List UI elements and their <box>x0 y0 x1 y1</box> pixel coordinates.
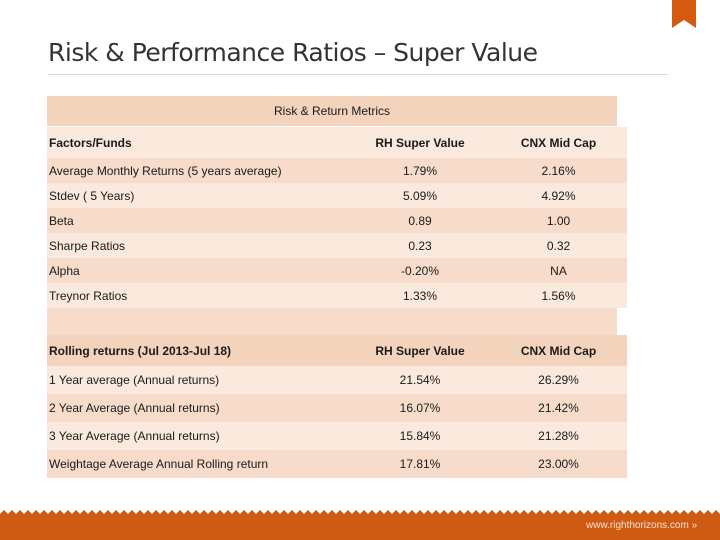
table-cell: -0.20% <box>345 258 495 283</box>
table-cell: 26.29% <box>490 366 627 394</box>
title-rule <box>48 74 668 75</box>
table-cell: 21.28% <box>490 422 627 450</box>
table-cell: NA <box>490 258 627 283</box>
table-cell: 0.89 <box>345 208 495 233</box>
table-cell: Beta <box>47 208 345 233</box>
column-header: CNX Mid Cap <box>490 127 627 158</box>
table-cell: 1.00 <box>490 208 627 233</box>
table-cell: 21.54% <box>345 366 495 394</box>
table-cell: 1.56% <box>490 283 627 308</box>
column-header: CNX Mid Cap <box>490 335 627 366</box>
table-cell: 0.32 <box>490 233 627 258</box>
table-cell: 3 Year Average (Annual returns) <box>47 422 345 450</box>
slide-title: Risk & Performance Ratios – Super Value <box>48 38 538 67</box>
table-cell: Weightage Average Annual Rolling return <box>47 450 345 478</box>
table-cell: Treynor Ratios <box>47 283 345 308</box>
table-cell: 0.23 <box>345 233 495 258</box>
table-cell: 5.09% <box>345 183 495 208</box>
column-header: Rolling returns (Jul 2013-Jul 18) <box>47 335 345 366</box>
column-header: RH Super Value <box>345 335 495 366</box>
table-cell: 2.16% <box>490 158 627 183</box>
table-spacer <box>47 308 617 335</box>
table-cell: 17.81% <box>345 450 495 478</box>
table-cell: 21.42% <box>490 394 627 422</box>
bookmark-icon <box>672 0 696 28</box>
column-header: RH Super Value <box>345 127 495 158</box>
table-cell: Average Monthly Returns (5 years average… <box>47 158 345 183</box>
table-cell: 2 Year Average (Annual returns) <box>47 394 345 422</box>
table-cell: 1.33% <box>345 283 495 308</box>
table-cell: 23.00% <box>490 450 627 478</box>
table-cell: 16.07% <box>345 394 495 422</box>
table-cell: 1 Year average (Annual returns) <box>47 366 345 394</box>
table-cell: Alpha <box>47 258 345 283</box>
table-cell: 4.92% <box>490 183 627 208</box>
footer-url: www.righthorizons.com » <box>586 520 698 531</box>
table-caption: Risk & Return Metrics <box>47 96 617 126</box>
table-cell: Stdev ( 5 Years) <box>47 183 345 208</box>
table-cell: Sharpe Ratios <box>47 233 345 258</box>
table-cell: 1.79% <box>345 158 495 183</box>
footer-band <box>0 510 720 540</box>
column-header: Factors/Funds <box>47 127 345 158</box>
table-cell: 15.84% <box>345 422 495 450</box>
